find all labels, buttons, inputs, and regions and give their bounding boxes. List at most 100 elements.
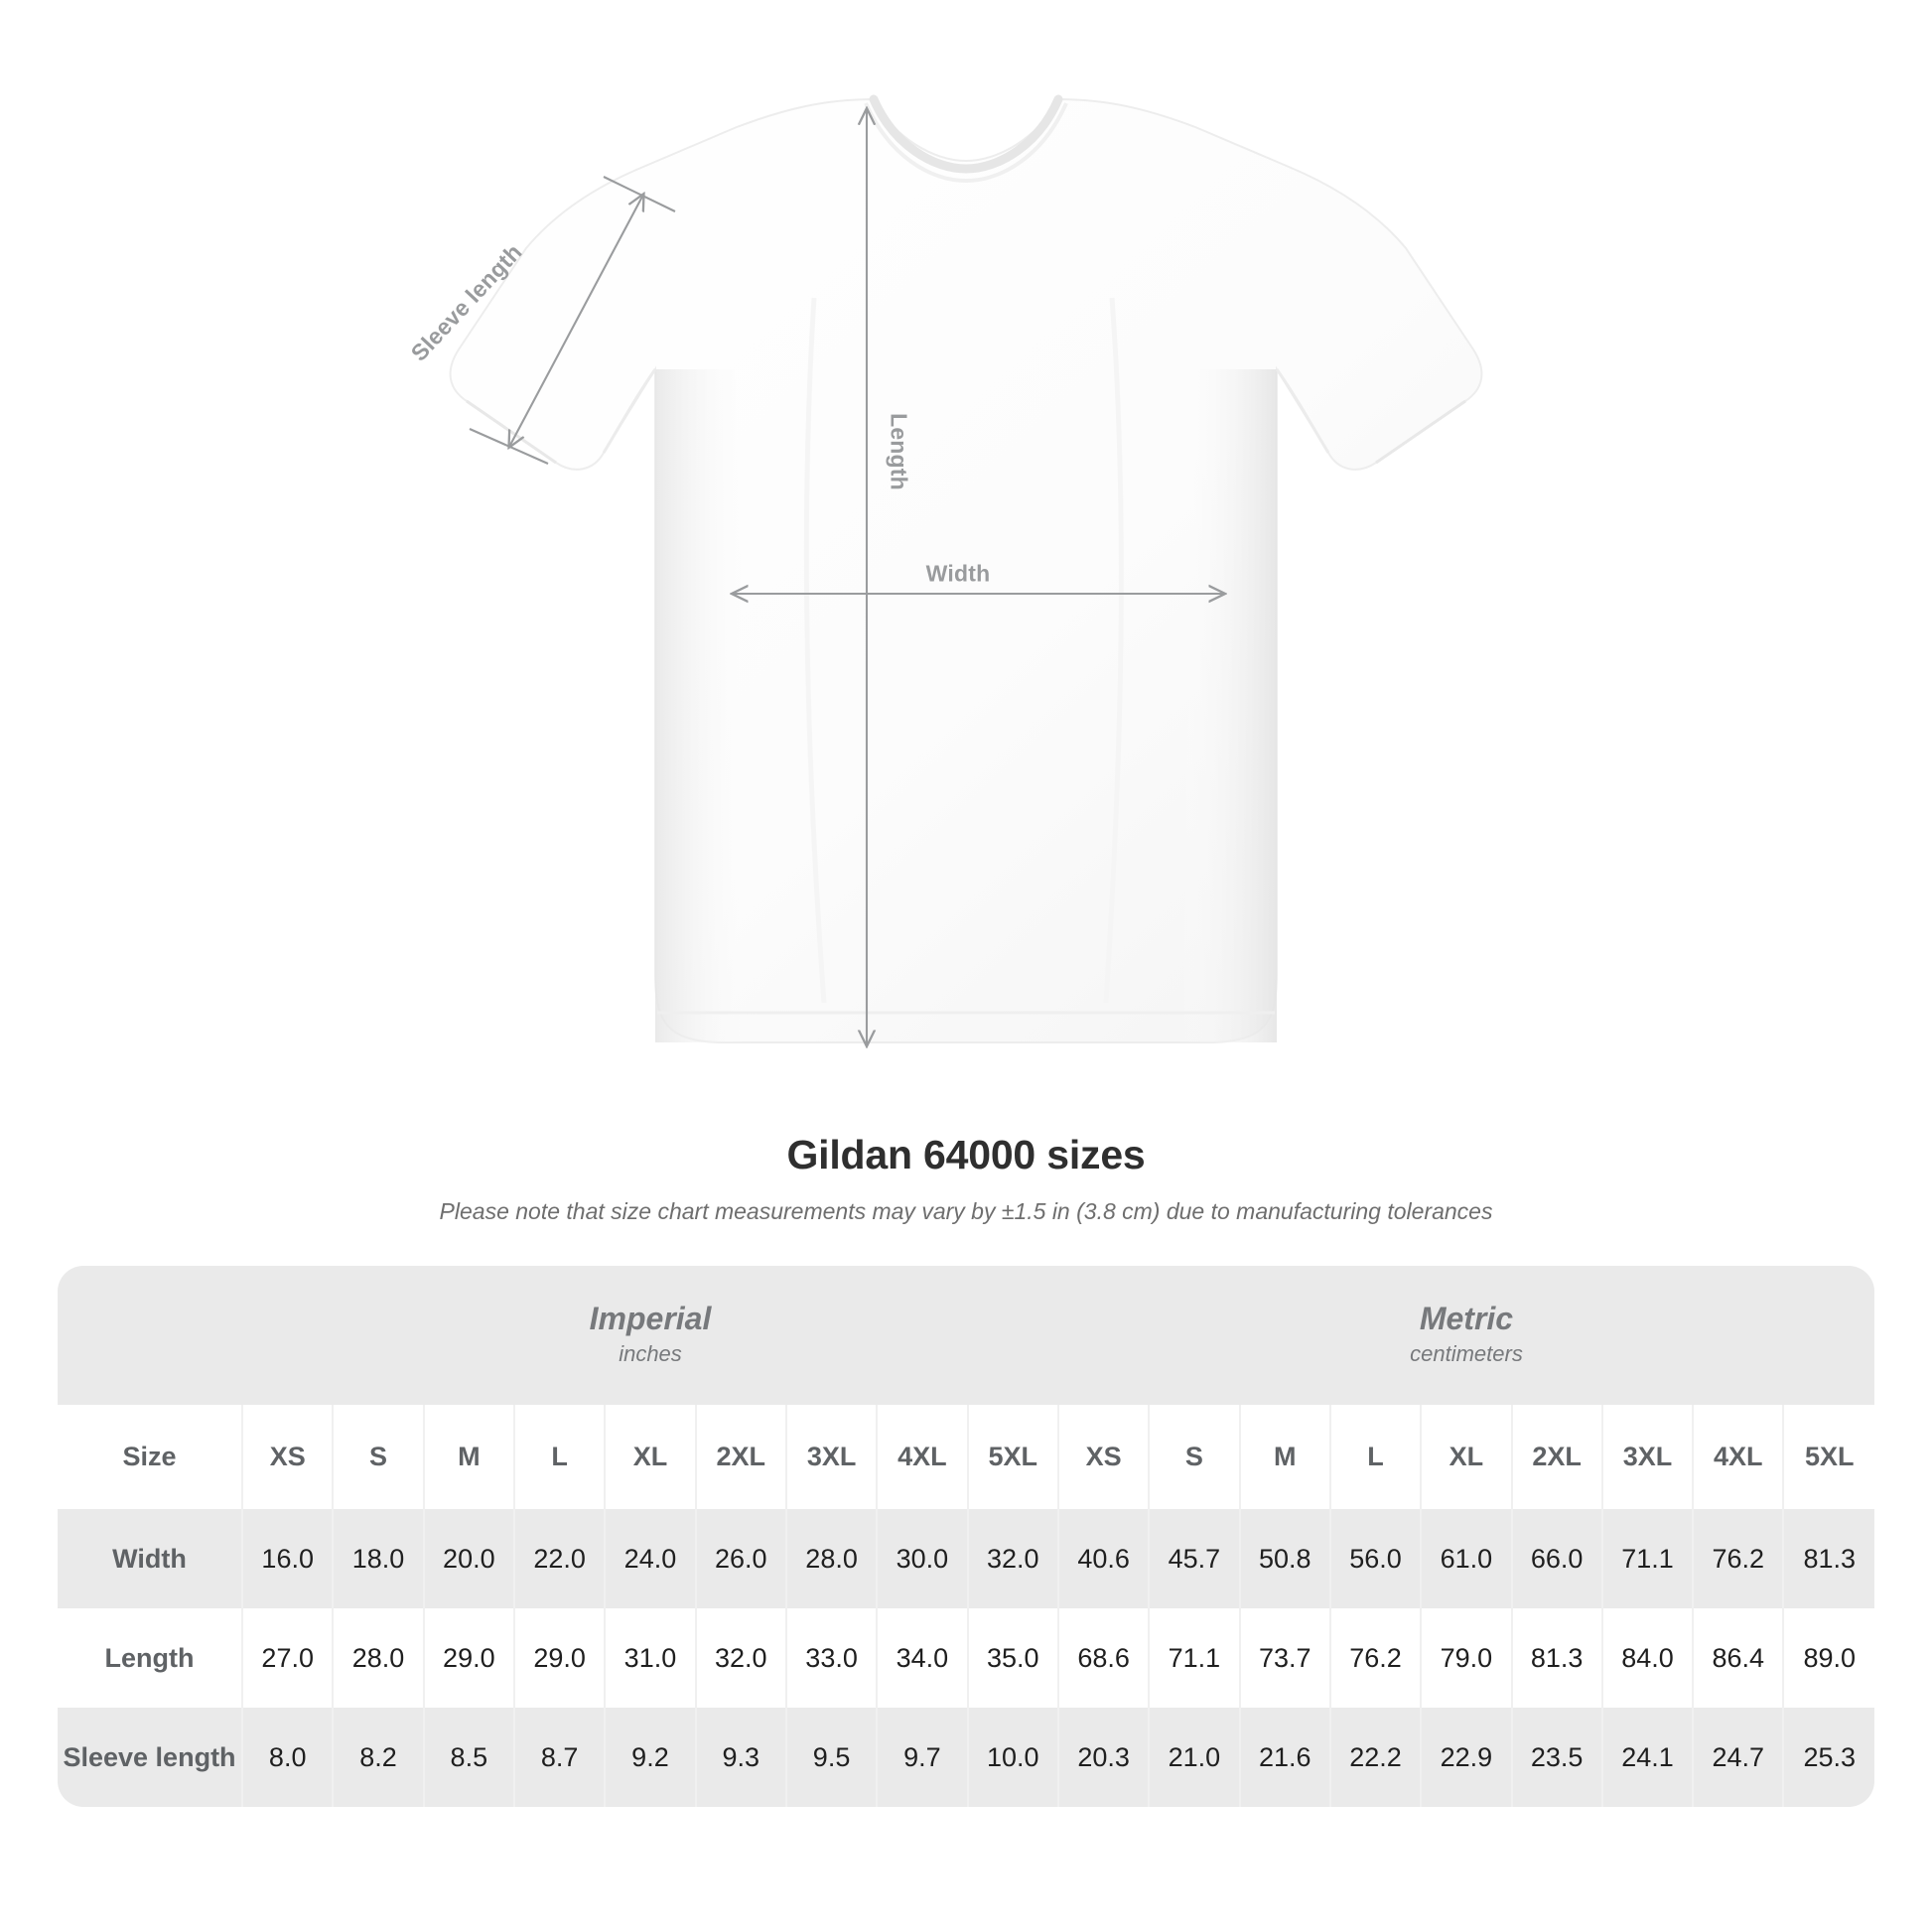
size-col-imperial-2xl: 2XL xyxy=(694,1405,786,1509)
size-col-imperial-xl: XL xyxy=(604,1405,696,1509)
cell-sleeve-imperial-l: 8.7 xyxy=(512,1708,606,1807)
cell-sleeve-metric-xl: 22.9 xyxy=(1420,1708,1512,1807)
cell-width-imperial-s: 18.0 xyxy=(332,1509,424,1608)
cell-sleeve-imperial-s: 8.2 xyxy=(332,1708,424,1807)
cell-width-metric-3xl: 71.1 xyxy=(1600,1509,1694,1608)
tshirt-body-shape xyxy=(449,94,1483,1043)
cell-width-imperial-xs: 16.0 xyxy=(241,1509,334,1608)
cell-sleeve-metric-4xl: 24.7 xyxy=(1692,1708,1784,1807)
cell-width-imperial-5xl: 32.0 xyxy=(966,1509,1058,1608)
cell-sleeve-imperial-xs: 8.0 xyxy=(241,1708,334,1807)
tolerance-note: Please note that size chart measurements… xyxy=(439,1198,1493,1224)
cell-length-metric-xs: 68.6 xyxy=(1056,1608,1150,1708)
sleeve-tick-bottom xyxy=(469,428,549,465)
cell-sleeve-metric-s: 21.0 xyxy=(1148,1708,1240,1807)
size-col-metric-5xl: 5XL xyxy=(1782,1405,1874,1509)
tshirt-diagram: Sleeve length Length Width xyxy=(406,94,1483,1112)
cell-sleeve-metric-2xl: 23.5 xyxy=(1510,1708,1602,1807)
cell-width-metric-4xl: 76.2 xyxy=(1692,1509,1784,1608)
cell-length-imperial-s: 28.0 xyxy=(332,1608,424,1708)
width-label: Width xyxy=(925,560,991,587)
size-col-metric-xs: XS xyxy=(1056,1405,1150,1509)
cell-sleeve-metric-l: 22.2 xyxy=(1328,1708,1422,1807)
cell-length-imperial-2xl: 32.0 xyxy=(694,1608,786,1708)
cell-sleeve-imperial-2xl: 9.3 xyxy=(694,1708,786,1807)
cell-width-imperial-3xl: 28.0 xyxy=(784,1509,878,1608)
length-label: Length xyxy=(886,413,912,490)
cell-length-imperial-xs: 27.0 xyxy=(241,1608,334,1708)
cell-sleeve-imperial-xl: 9.2 xyxy=(604,1708,696,1807)
size-col-metric-l: L xyxy=(1328,1405,1422,1509)
cell-width-metric-2xl: 66.0 xyxy=(1510,1509,1602,1608)
measurement-guides xyxy=(469,109,1224,1045)
size-col-metric-4xl: 4XL xyxy=(1692,1405,1784,1509)
size-col-metric-m: M xyxy=(1238,1405,1330,1509)
unit-header-row: Imperial inches Metric centimeters xyxy=(58,1266,1874,1405)
size-chart-table-wrapper: Imperial inches Metric centimeters Size … xyxy=(58,1266,1874,1807)
unit-group-metric: Metric centimeters xyxy=(1057,1266,1874,1405)
size-chart-table: Imperial inches Metric centimeters Size … xyxy=(58,1266,1874,1807)
sleeve-arrow xyxy=(509,195,643,447)
size-col-imperial-3xl: 3XL xyxy=(784,1405,878,1509)
cell-length-metric-s: 71.1 xyxy=(1148,1608,1240,1708)
cell-width-imperial-l: 22.0 xyxy=(512,1509,606,1608)
size-col-metric-2xl: 2XL xyxy=(1510,1405,1602,1509)
cell-width-metric-l: 56.0 xyxy=(1328,1509,1422,1608)
cell-sleeve-imperial-3xl: 9.5 xyxy=(784,1708,878,1807)
cell-sleeve-metric-5xl: 25.3 xyxy=(1782,1708,1874,1807)
table-row: Length 27.0 28.0 29.0 29.0 31.0 32.0 33.… xyxy=(58,1608,1874,1708)
size-col-imperial-4xl: 4XL xyxy=(876,1405,968,1509)
unit-group-metric-sub: centimeters xyxy=(1410,1340,1523,1366)
size-col-imperial-s: S xyxy=(332,1405,424,1509)
size-col-metric-3xl: 3XL xyxy=(1600,1405,1694,1509)
cell-width-metric-s: 45.7 xyxy=(1148,1509,1240,1608)
cell-width-imperial-m: 20.0 xyxy=(422,1509,514,1608)
page-title: Gildan 64000 sizes xyxy=(786,1132,1146,1177)
cell-width-imperial-4xl: 30.0 xyxy=(876,1509,968,1608)
size-col-metric-xl: XL xyxy=(1420,1405,1512,1509)
cell-sleeve-metric-m: 21.6 xyxy=(1238,1708,1330,1807)
cell-width-metric-m: 50.8 xyxy=(1238,1509,1330,1608)
row-label-length: Length xyxy=(58,1608,243,1708)
cell-width-metric-xl: 61.0 xyxy=(1420,1509,1512,1608)
cell-width-metric-xs: 40.6 xyxy=(1056,1509,1150,1608)
sleeve-tick-top xyxy=(603,176,676,212)
chart-heading: Gildan 64000 sizes Please note that size… xyxy=(0,1132,1932,1225)
cell-length-metric-xl: 79.0 xyxy=(1420,1608,1512,1708)
table-row: Sleeve length 8.0 8.2 8.5 8.7 9.2 9.3 9.… xyxy=(58,1708,1874,1807)
cell-length-imperial-l: 29.0 xyxy=(512,1608,606,1708)
cell-length-metric-3xl: 84.0 xyxy=(1600,1608,1694,1708)
cell-sleeve-imperial-5xl: 10.0 xyxy=(966,1708,1058,1807)
size-col-imperial-5xl: 5XL xyxy=(966,1405,1058,1509)
table-row: Width 16.0 18.0 20.0 22.0 24.0 26.0 28.0… xyxy=(58,1509,1874,1608)
size-col-imperial-m: M xyxy=(422,1405,514,1509)
cell-length-imperial-3xl: 33.0 xyxy=(784,1608,878,1708)
unit-group-imperial-sub: inches xyxy=(619,1340,682,1366)
size-col-metric-s: S xyxy=(1148,1405,1240,1509)
row-label-sleeve-length: Sleeve length xyxy=(58,1708,243,1807)
cell-width-metric-5xl: 81.3 xyxy=(1782,1509,1874,1608)
cell-length-imperial-4xl: 34.0 xyxy=(876,1608,968,1708)
cell-length-metric-4xl: 86.4 xyxy=(1692,1608,1784,1708)
cell-length-metric-l: 76.2 xyxy=(1328,1608,1422,1708)
cell-length-imperial-xl: 31.0 xyxy=(604,1608,696,1708)
unit-header-spacer xyxy=(58,1266,243,1405)
unit-group-imperial-name: Imperial xyxy=(589,1301,712,1337)
cell-sleeve-metric-3xl: 24.1 xyxy=(1600,1708,1694,1807)
size-col-imperial-l: L xyxy=(512,1405,606,1509)
cell-length-imperial-5xl: 35.0 xyxy=(966,1608,1058,1708)
cell-width-imperial-xl: 24.0 xyxy=(604,1509,696,1608)
unit-group-metric-name: Metric xyxy=(1419,1301,1514,1337)
unit-group-imperial: Imperial inches xyxy=(242,1266,1058,1405)
row-label-width: Width xyxy=(58,1509,243,1608)
cell-sleeve-metric-xs: 20.3 xyxy=(1056,1708,1150,1807)
cell-sleeve-imperial-m: 8.5 xyxy=(422,1708,514,1807)
tshirt-illustration xyxy=(449,94,1483,1112)
cell-length-imperial-m: 29.0 xyxy=(422,1608,514,1708)
cell-length-metric-m: 73.7 xyxy=(1238,1608,1330,1708)
cell-sleeve-imperial-4xl: 9.7 xyxy=(876,1708,968,1807)
size-header-label: Size xyxy=(58,1405,243,1509)
size-header-row: Size XS S M L XL 2XL 3XL 4XL 5XL XS S M … xyxy=(58,1405,1874,1509)
size-col-imperial-xs: XS xyxy=(241,1405,334,1509)
cell-length-metric-5xl: 89.0 xyxy=(1782,1608,1874,1708)
